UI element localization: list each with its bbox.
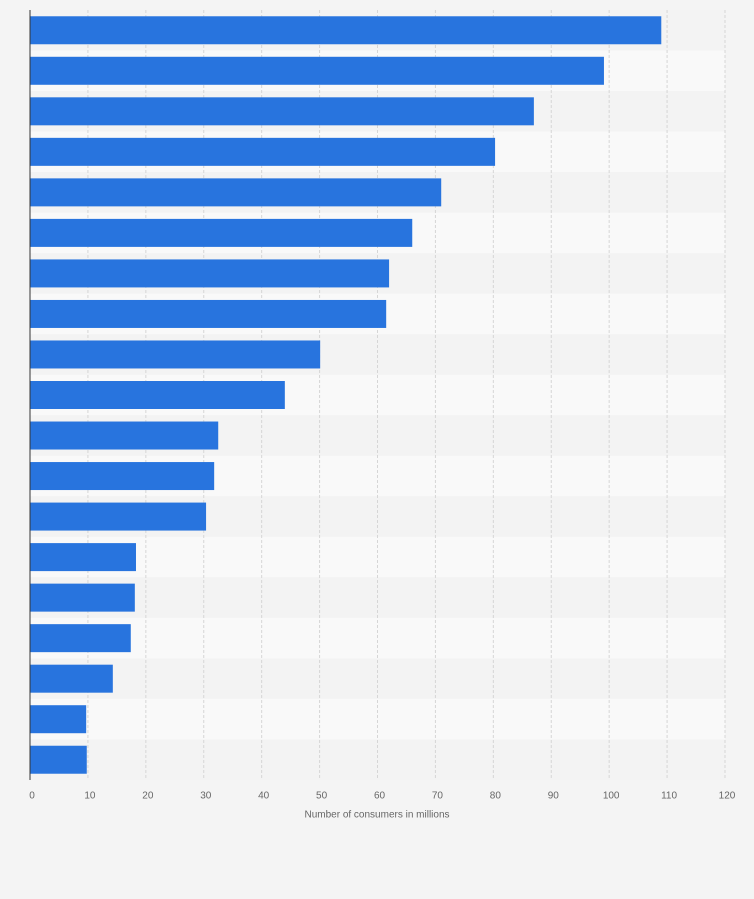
bar <box>30 745 87 774</box>
x-tick-label: 30 <box>200 791 212 802</box>
x-tick-label: 80 <box>490 791 502 802</box>
x-tick-label: 90 <box>548 791 560 802</box>
bar <box>30 583 135 612</box>
x-tick-label: 110 <box>661 791 677 802</box>
bar <box>30 16 662 45</box>
bar <box>30 543 136 572</box>
bar <box>30 340 321 369</box>
bar <box>30 381 285 409</box>
x-tick-label: 10 <box>84 791 96 802</box>
x-tick-label: 40 <box>258 791 270 802</box>
bar <box>30 56 604 85</box>
bar <box>30 299 387 328</box>
x-tick-label: 120 <box>719 791 736 802</box>
bar <box>30 624 131 653</box>
bar <box>30 178 442 207</box>
bar <box>30 664 113 693</box>
x-tick-label: 50 <box>316 791 328 802</box>
bar <box>30 97 534 126</box>
bar <box>30 462 215 491</box>
x-tick-label: 0 <box>29 791 35 802</box>
x-tick-label: 70 <box>432 791 444 802</box>
bar <box>30 421 219 450</box>
bar <box>30 137 496 166</box>
x-tick-label: 20 <box>142 791 154 802</box>
bar <box>30 502 207 531</box>
x-axis-title: Number of consumers in millions <box>304 810 449 821</box>
bar <box>30 218 413 247</box>
bar <box>30 705 87 734</box>
x-tick-label: 60 <box>374 791 386 802</box>
x-tick-label: 100 <box>603 791 620 802</box>
bar <box>30 259 390 288</box>
